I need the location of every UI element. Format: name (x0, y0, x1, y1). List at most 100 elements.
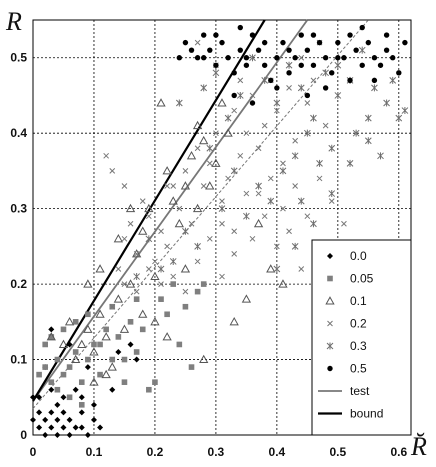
data-point (121, 379, 128, 385)
data-point (54, 356, 61, 363)
data-point (231, 228, 238, 235)
data-point (164, 183, 170, 189)
data-point (194, 55, 201, 61)
x-tick-label: 0 (30, 445, 37, 459)
legend-marker-0.05 (327, 275, 333, 282)
data-point (402, 39, 408, 46)
data-point (30, 416, 36, 423)
data-point (156, 98, 166, 107)
data-point (71, 354, 81, 364)
data-point (237, 24, 243, 31)
legend-label: 0.5 (350, 362, 367, 376)
data-point (255, 182, 262, 190)
data-point (158, 281, 164, 287)
data-point (249, 54, 256, 62)
data-point (186, 150, 197, 160)
data-point (121, 235, 128, 242)
data-point (170, 183, 177, 189)
data-point (231, 70, 237, 76)
data-point (243, 62, 250, 68)
data-point (115, 334, 122, 340)
data-point (78, 379, 85, 385)
data-point (60, 326, 67, 333)
data-point (231, 107, 238, 114)
y-tick-labels: 0 0.1 0.2 0.3 0.4 0.5 (10, 51, 27, 442)
data-point (64, 316, 75, 326)
data-point (292, 55, 298, 61)
data-point (36, 409, 43, 416)
data-point (274, 85, 280, 91)
data-point (280, 160, 286, 167)
data-point (298, 32, 304, 38)
data-point (255, 190, 262, 197)
data-point (231, 92, 237, 99)
data-point (371, 84, 378, 92)
data-point (133, 356, 140, 363)
data-point (121, 356, 128, 363)
data-point (359, 24, 365, 31)
data-point (241, 294, 252, 303)
data-point (274, 243, 280, 250)
data-point (194, 242, 201, 250)
data-point (66, 394, 73, 401)
data-point (291, 242, 299, 250)
data-point (97, 371, 103, 378)
data-point (54, 416, 61, 423)
data-point (164, 311, 170, 318)
legend-marker-0.2 (327, 320, 333, 327)
data-point (201, 32, 207, 38)
data-point (261, 39, 268, 46)
data-point (168, 196, 178, 205)
data-point (298, 62, 304, 68)
data-point (182, 168, 189, 174)
legend: 0.0 0.05 0.1 0.2 0.3 0.5 test bound (311, 239, 412, 436)
data-point (310, 32, 317, 38)
data-point (42, 416, 49, 423)
data-point (192, 120, 203, 130)
data-point (121, 183, 128, 189)
data-point (54, 401, 61, 408)
data-point (219, 198, 225, 204)
data-point (127, 220, 134, 227)
data-point (261, 62, 268, 68)
data-point (78, 424, 85, 431)
data-point (304, 213, 311, 220)
data-point (133, 251, 140, 257)
data-point (60, 424, 67, 431)
data-point (304, 47, 311, 53)
bound-line (32, 19, 266, 402)
x-tick-label: 0.1 (86, 445, 103, 459)
legend-box (311, 239, 412, 436)
data-point (60, 371, 67, 378)
data-point (371, 77, 378, 84)
data-point (115, 266, 122, 272)
data-point (194, 39, 201, 46)
data-point (346, 159, 354, 167)
data-point (188, 47, 195, 53)
x-tick-label: 0.6 (390, 445, 407, 459)
data-point (48, 379, 55, 385)
legend-label: 0.05 (350, 272, 374, 286)
legend-label: 0.2 (350, 317, 367, 331)
data-point (352, 129, 360, 137)
data-point (316, 39, 323, 46)
data-point (48, 386, 55, 393)
data-point (176, 341, 183, 348)
data-point (36, 424, 43, 431)
data-point (146, 386, 152, 393)
data-point (383, 32, 390, 38)
data-point (157, 265, 165, 273)
data-point (230, 167, 238, 175)
data-point (97, 341, 103, 348)
data-point (72, 386, 79, 393)
data-point (273, 265, 281, 273)
legend-marker-0.1 (325, 296, 335, 305)
data-point (341, 55, 347, 61)
data-point (201, 55, 207, 61)
data-point (30, 394, 36, 401)
data-point (150, 316, 160, 326)
data-point (266, 264, 276, 273)
data-point (292, 137, 299, 144)
data-point (291, 152, 299, 160)
